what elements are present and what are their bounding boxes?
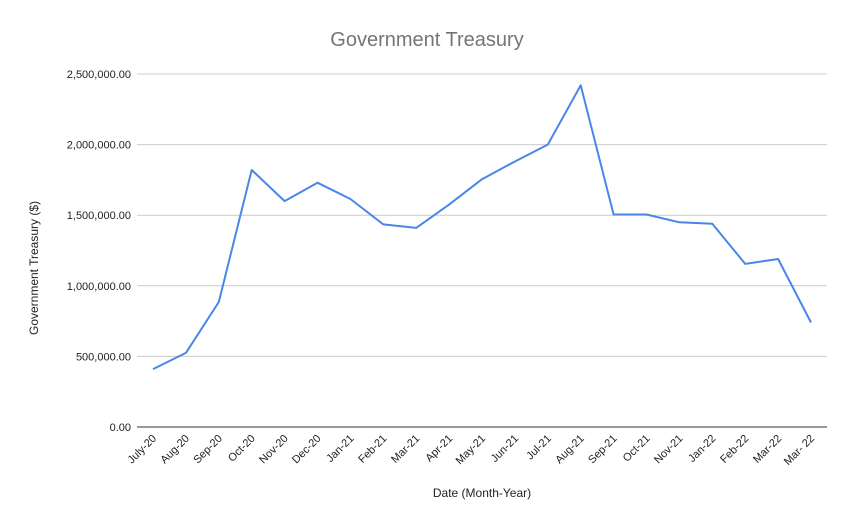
x-tick-label: Oct-20 xyxy=(226,433,258,465)
x-tick-label: Mar-22 xyxy=(751,433,784,466)
x-tick-label: Jan-22 xyxy=(686,433,718,465)
x-tick-label: Sep-21 xyxy=(586,433,620,467)
y-tick-label: 1,000,000.00 xyxy=(67,281,131,293)
x-axis-title: Date (Month-Year) xyxy=(433,486,531,500)
x-tick-label: Feb-22 xyxy=(718,433,751,466)
x-tick-label: Sep-20 xyxy=(191,433,225,467)
series-line xyxy=(152,84,812,370)
x-tick-label: May-21 xyxy=(454,433,488,467)
x-tick-label: Oct-21 xyxy=(621,433,653,465)
x-axis-ticks: July-20 Aug-20 Sep-20 Oct-20 Nov-20 Dec-20 Jan… xyxy=(126,433,818,468)
x-tick-label: Jan-21 xyxy=(324,433,356,465)
y-tick-label: 2,000,000.00 xyxy=(67,140,131,152)
y-tick-label: 2,500,000.00 xyxy=(67,69,131,81)
gridlines xyxy=(137,73,827,428)
x-tick-label: Mar-21 xyxy=(389,433,422,466)
x-tick-label: Jun-21 xyxy=(489,433,521,465)
x-tick-label: Feb-21 xyxy=(356,433,389,466)
y-axis-ticks: 0.00 500,000.00 1,000,000.00 1,500,000.00 2,… xyxy=(67,69,131,434)
x-tick-label: Mar- 22 xyxy=(782,433,817,468)
y-axis-title: Government Treasury ($) xyxy=(27,201,41,335)
x-tick-label: Apr-21 xyxy=(423,433,455,465)
y-tick-label: 1,500,000.00 xyxy=(67,210,131,222)
x-tick-label: Nov-20 xyxy=(257,433,291,467)
x-tick-label: Jul-21 xyxy=(524,433,554,463)
x-tick-label: Aug-21 xyxy=(553,433,587,467)
series-layer xyxy=(152,84,812,370)
chart-title: Government Treasury xyxy=(330,29,523,51)
y-tick-label: 0.00 xyxy=(110,422,131,434)
y-tick-label: 500,000.00 xyxy=(76,351,131,363)
x-tick-label: Aug-20 xyxy=(158,433,192,467)
x-tick-label: Dec-20 xyxy=(290,433,324,467)
x-tick-label: July-20 xyxy=(126,433,160,467)
x-tick-label: Nov-21 xyxy=(652,433,686,467)
